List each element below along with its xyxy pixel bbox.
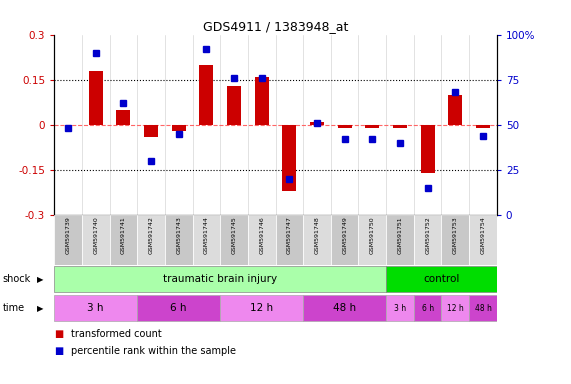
Bar [199,65,214,125]
Bar [337,125,352,128]
Bar [220,295,303,321]
Bar [421,125,435,173]
Bar [476,125,490,128]
Text: traumatic brain injury: traumatic brain injury [163,274,278,285]
Text: 6 h: 6 h [171,303,187,313]
Bar [386,215,414,265]
Bar [137,295,220,321]
Text: time: time [3,303,25,313]
Text: GSM591741: GSM591741 [121,217,126,254]
Bar [172,125,186,131]
Text: GSM591747: GSM591747 [287,217,292,255]
Bar [110,215,137,265]
Bar [255,77,268,125]
Bar [414,215,441,265]
Text: GSM591742: GSM591742 [148,217,154,255]
Text: shock: shock [3,274,31,285]
Bar [248,215,275,265]
Bar [359,215,386,265]
Text: 3 h: 3 h [394,304,406,313]
Bar [393,125,407,128]
Bar [386,266,497,292]
Text: GSM591740: GSM591740 [93,217,98,254]
Text: GSM591751: GSM591751 [397,217,403,254]
Text: GSM591750: GSM591750 [370,217,375,254]
Bar [275,215,303,265]
Bar [89,71,103,125]
Text: 12 h: 12 h [447,304,464,313]
Bar [54,295,137,321]
Text: transformed count: transformed count [71,329,162,339]
Text: GSM591749: GSM591749 [342,217,347,255]
Bar [303,215,331,265]
Text: 48 h: 48 h [475,304,492,313]
Text: GSM591744: GSM591744 [204,217,209,255]
Text: ▶: ▶ [37,275,43,284]
Bar [441,295,469,321]
Text: GSM591739: GSM591739 [66,217,71,255]
Text: GSM591746: GSM591746 [259,217,264,254]
Bar [303,295,386,321]
Bar [137,215,165,265]
Text: GSM591748: GSM591748 [315,217,320,254]
Bar [220,215,248,265]
Bar [116,110,130,125]
Text: ▶: ▶ [37,304,43,313]
Text: ■: ■ [54,346,63,356]
Text: 12 h: 12 h [250,303,274,313]
Text: control: control [423,274,460,285]
Bar [469,295,497,321]
Text: percentile rank within the sample: percentile rank within the sample [71,346,236,356]
Text: 48 h: 48 h [333,303,356,313]
Bar [386,295,414,321]
Bar [144,125,158,137]
Text: GSM591743: GSM591743 [176,217,181,255]
Text: GSM591752: GSM591752 [425,217,430,254]
Text: 6 h: 6 h [421,304,434,313]
Bar [448,95,462,125]
Title: GDS4911 / 1383948_at: GDS4911 / 1383948_at [203,20,348,33]
Text: GSM591753: GSM591753 [453,217,458,254]
Bar [441,215,469,265]
Bar [414,295,441,321]
Bar [283,125,296,191]
Text: GSM591745: GSM591745 [231,217,236,254]
Bar [165,215,192,265]
Text: 3 h: 3 h [87,303,104,313]
Bar [227,86,241,125]
Bar [54,266,386,292]
Text: GSM591754: GSM591754 [480,217,485,254]
Bar [54,215,82,265]
Bar [310,122,324,125]
Text: ■: ■ [54,329,63,339]
Bar [82,215,110,265]
Bar [469,215,497,265]
Bar [331,215,359,265]
Bar [192,215,220,265]
Bar [365,125,379,128]
